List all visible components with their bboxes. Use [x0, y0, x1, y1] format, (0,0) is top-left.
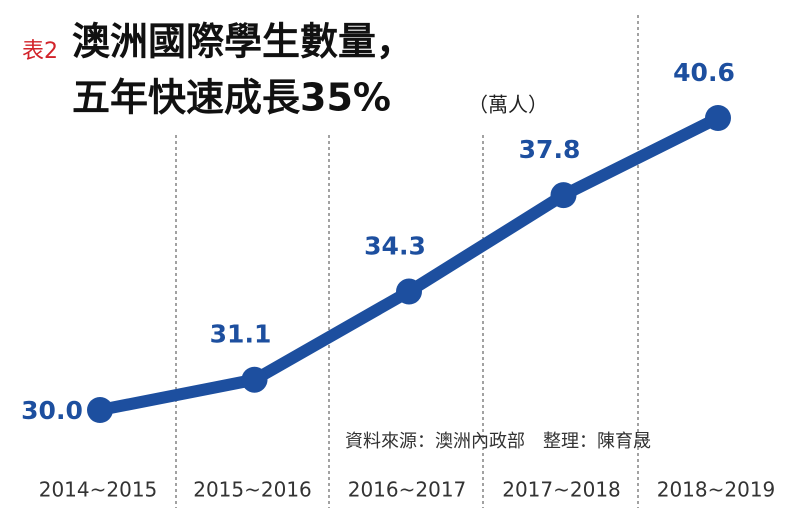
data-label: 34.3	[364, 232, 426, 261]
x-tick-label: 2018~2019	[657, 478, 776, 502]
x-tick-label: 2016~2017	[348, 478, 467, 502]
chart-title: 澳洲國際學生數量，	[72, 20, 414, 64]
data-point	[241, 366, 268, 393]
x-tick-label: 2015~2016	[193, 478, 312, 502]
data-label: 30.0	[21, 396, 83, 425]
x-tick-label: 2014~2015	[39, 478, 158, 502]
data-point	[87, 397, 113, 423]
data-line	[98, 112, 721, 416]
data-point	[705, 105, 731, 131]
data-label: 40.6	[673, 58, 735, 87]
data-label: 37.8	[519, 135, 581, 164]
data-point	[396, 278, 422, 305]
data-point	[550, 182, 577, 209]
unit-label: （萬人）	[468, 93, 548, 117]
chart-label: 表2	[22, 39, 58, 64]
chart-subtitle: 五年快速成長35%	[72, 76, 391, 120]
data-label: 31.1	[210, 320, 272, 349]
separators	[175, 15, 639, 508]
x-tick-label: 2017~2018	[502, 478, 621, 502]
source-note: 資料來源：澳洲內政部 整理：陳育晟	[345, 431, 651, 452]
